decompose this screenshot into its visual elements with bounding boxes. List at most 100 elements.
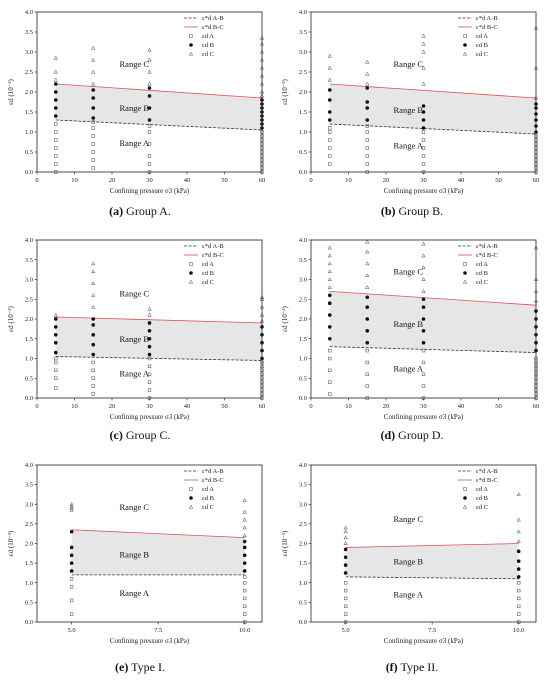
point-c xyxy=(327,65,332,70)
point-b xyxy=(327,325,332,329)
y-tick-label: 2.5 xyxy=(25,69,33,76)
point-a xyxy=(343,596,348,601)
point-c xyxy=(365,249,370,254)
point-c xyxy=(53,55,58,60)
legend-label: εd B xyxy=(476,42,489,49)
x-tick-label: 60 xyxy=(533,403,540,410)
point-b xyxy=(91,116,96,120)
point-a xyxy=(147,372,152,376)
x-tick-label: 20 xyxy=(109,177,116,184)
point-c xyxy=(365,59,370,64)
region-label-b: Range B xyxy=(120,549,150,559)
caption-a: (a) Group A. xyxy=(109,204,171,218)
y-tick-label: 0.5 xyxy=(299,149,307,156)
x-tick-label: 0 xyxy=(35,403,38,410)
point-b xyxy=(242,553,247,558)
y-axis-label: εd (10⁻³) xyxy=(281,306,289,332)
point-b xyxy=(365,329,370,333)
point-c xyxy=(343,525,348,530)
legend-label: εd A xyxy=(202,486,214,493)
point-a xyxy=(421,372,426,376)
y-tick-label: 1.0 xyxy=(299,129,307,136)
point-b xyxy=(69,553,74,558)
point-a xyxy=(328,380,332,384)
point-a xyxy=(343,604,348,608)
point-a xyxy=(421,138,426,142)
point-a xyxy=(69,612,74,616)
point-c xyxy=(147,57,152,62)
point-c xyxy=(365,273,370,277)
point-c xyxy=(242,525,247,530)
y-tick-label: 3.5 xyxy=(25,257,33,264)
point-a xyxy=(517,581,521,585)
region-label-c: Range C xyxy=(394,514,424,524)
region-label-a: Range A xyxy=(394,140,424,150)
legend-swatch-b xyxy=(189,43,193,47)
point-b xyxy=(91,333,96,337)
point-b xyxy=(147,336,152,341)
point-b xyxy=(365,118,370,122)
point-a xyxy=(91,158,95,162)
point-b xyxy=(421,305,426,309)
caption-e: (e) Type I. xyxy=(115,660,165,674)
point-c xyxy=(327,261,332,266)
threshold-bc-line xyxy=(55,83,263,99)
point-a xyxy=(343,588,348,593)
point-c xyxy=(147,69,152,74)
y-tick-label: 4.0 xyxy=(25,462,33,469)
point-b xyxy=(91,88,96,92)
point-b xyxy=(365,340,370,345)
y-tick-label: 3.5 xyxy=(299,29,307,36)
point-b xyxy=(365,100,370,104)
point-b xyxy=(327,293,332,298)
y-tick-label: 1.5 xyxy=(299,336,307,343)
y-tick-label: 2.5 xyxy=(299,521,307,528)
point-a xyxy=(147,154,152,158)
point-c xyxy=(91,81,96,86)
point-c xyxy=(421,81,426,86)
x-tick-label: 40 xyxy=(184,177,191,184)
point-b xyxy=(91,352,96,357)
point-b xyxy=(365,295,370,300)
range-b-fill xyxy=(345,543,519,579)
y-tick-label: 4.0 xyxy=(25,9,33,16)
point-c xyxy=(242,533,247,538)
point-a xyxy=(421,146,426,150)
point-b xyxy=(53,350,58,355)
point-a xyxy=(365,348,369,353)
legend-label: εd C xyxy=(476,504,488,511)
legend-label: εd C xyxy=(476,279,488,286)
point-b xyxy=(147,106,152,110)
legend-swatch-c xyxy=(462,279,468,284)
point-b xyxy=(365,305,370,309)
point-a xyxy=(69,585,74,589)
x-tick-label: 7.5 xyxy=(428,627,436,634)
y-axis-label: εd (10⁻³) xyxy=(281,79,289,105)
point-b xyxy=(421,110,426,114)
point-c xyxy=(91,69,96,74)
point-c xyxy=(69,503,74,508)
x-axis-label: Confining pressure σ3 (kPa) xyxy=(384,187,464,195)
y-axis-label: εd (10⁻³) xyxy=(281,530,289,556)
range-b-fill xyxy=(55,317,262,361)
y-tick-label: 4.0 xyxy=(299,462,307,469)
legend-swatch-a xyxy=(463,262,467,266)
legend-swatch-c xyxy=(462,504,468,509)
legend-label: ε*d B-C xyxy=(202,252,224,259)
point-a xyxy=(54,356,58,361)
legend-label: ε*d A-B xyxy=(202,468,224,475)
point-b xyxy=(147,86,152,90)
x-tick-label: 50 xyxy=(221,403,228,410)
point-b xyxy=(147,321,152,325)
chart-panel-3: 0.0 0.5 1.0 1.5 2.0 2.5 3.0 3.5 4.0 0 10 20 30 40 50 60… xyxy=(281,237,539,421)
point-c xyxy=(365,71,370,76)
point-a xyxy=(54,368,58,373)
point-b xyxy=(242,561,247,565)
threshold-ab-line xyxy=(329,346,537,353)
y-tick-label: 1.0 xyxy=(299,356,307,363)
point-a xyxy=(91,126,95,130)
x-tick-label: 0 xyxy=(309,403,312,410)
point-c xyxy=(327,253,332,258)
point-a xyxy=(243,596,247,601)
x-tick-label: 60 xyxy=(259,177,266,184)
